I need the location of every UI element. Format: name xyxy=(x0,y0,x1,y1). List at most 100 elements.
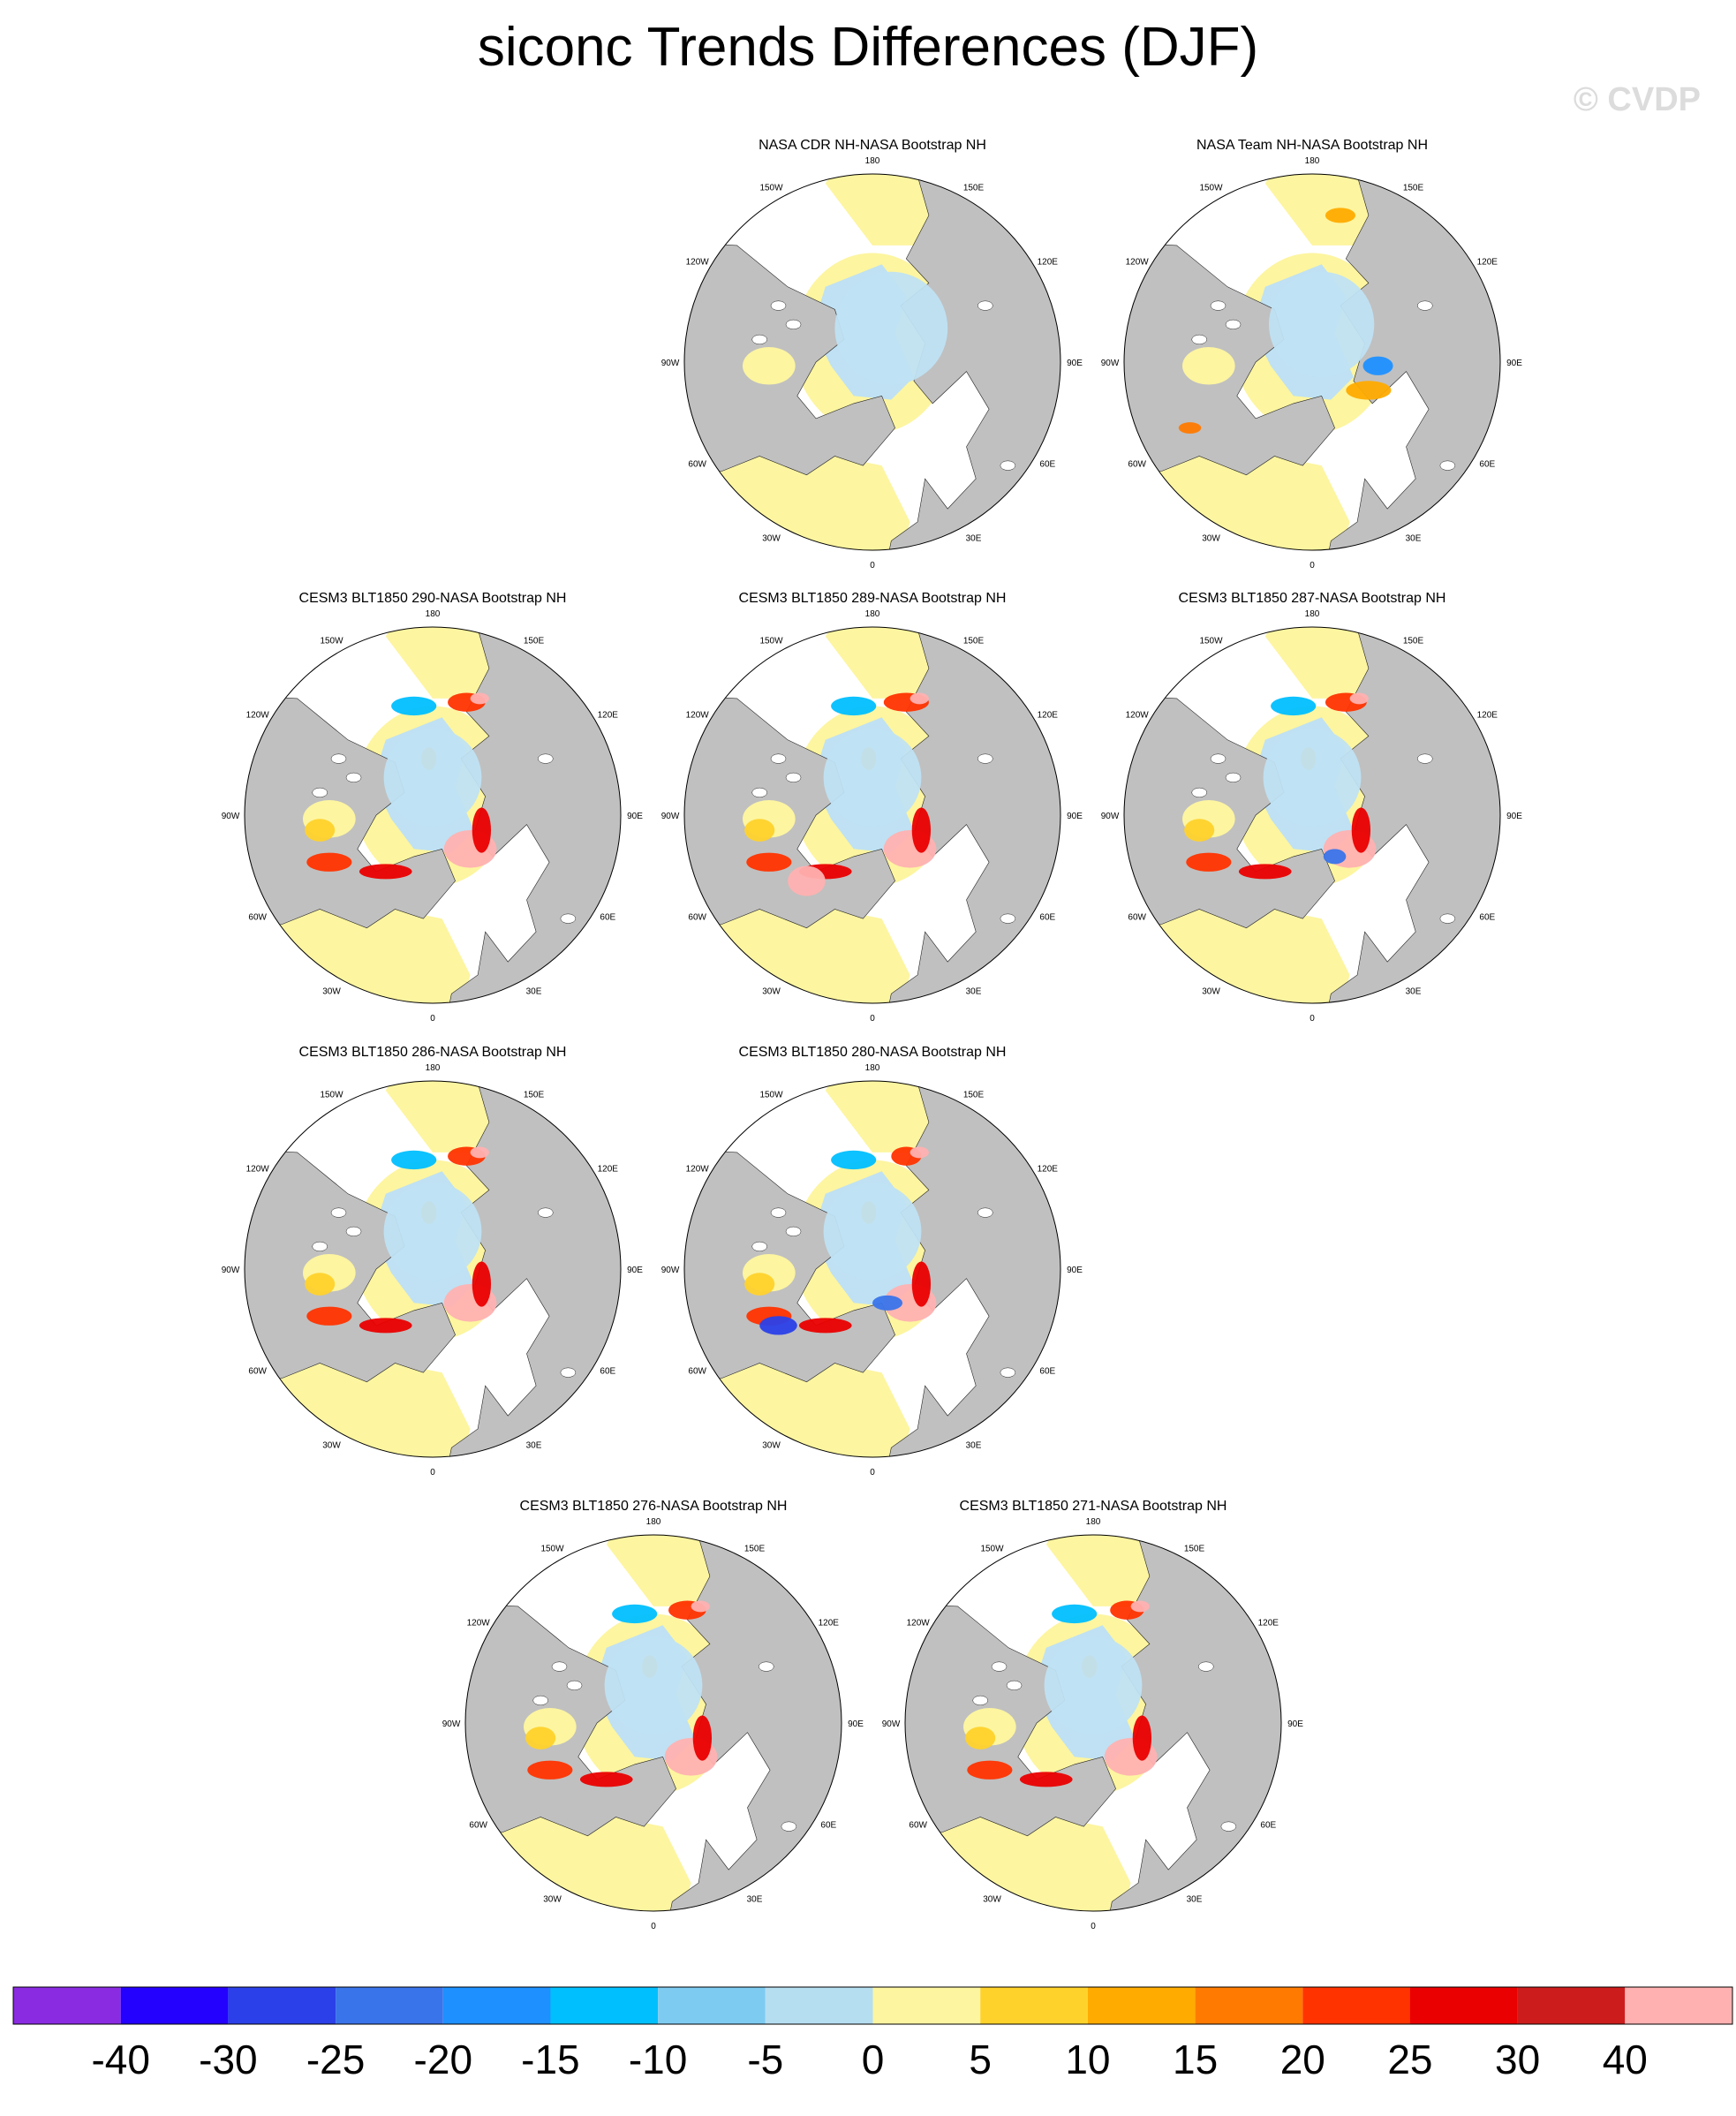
longitude-label: 180 xyxy=(865,1063,880,1073)
longitude-label: 60W xyxy=(688,913,706,923)
longitude-label: 150E xyxy=(1403,637,1424,646)
watermark: © CVDP xyxy=(1573,81,1701,118)
colorbar-swatch xyxy=(336,1987,443,2024)
map-body xyxy=(245,627,621,1003)
longitude-label: 120E xyxy=(1038,711,1059,721)
longitude-label: 120W xyxy=(467,1619,491,1629)
longitude-label: 90E xyxy=(1287,1719,1303,1729)
colorbar-label: 20 xyxy=(1280,2037,1325,2082)
longitude-label: 150E xyxy=(744,1545,766,1554)
longitude-label: 60W xyxy=(248,913,267,923)
longitude-label: 60E xyxy=(1039,1367,1055,1377)
colorbar-swatch xyxy=(442,1987,551,2024)
longitude-label: 150E xyxy=(524,1091,545,1100)
colorbar-swatch xyxy=(1625,1987,1732,2024)
longitude-label: 120E xyxy=(1477,711,1498,721)
longitude-label: 90E xyxy=(1067,812,1083,821)
longitude-label: 90W xyxy=(661,1266,680,1275)
longitude-label: 150E xyxy=(1184,1545,1205,1554)
longitude-label: 30W xyxy=(322,1440,341,1450)
longitude-label: 0 xyxy=(870,1014,875,1024)
longitude-label: 90E xyxy=(1506,359,1522,368)
map-panel: CESM3 BLT1850 289-NASA Bootstrap NH 180 15… xyxy=(661,591,1083,1024)
longitude-label: 150W xyxy=(759,1091,783,1100)
map-panel: CESM3 BLT1850 271-NASA Bootstrap NH 180 15… xyxy=(882,1499,1304,1931)
map-panel: CESM3 BLT1850 280-NASA Bootstrap NH 180 15… xyxy=(661,1045,1083,1477)
longitude-label: 150W xyxy=(1199,184,1223,193)
longitude-label: 90W xyxy=(442,1719,461,1729)
map-panel: NASA CDR NH-NASA Bootstrap NH 180 150E 120E… xyxy=(661,138,1083,571)
map-border xyxy=(683,173,1061,551)
longitude-label: 0 xyxy=(430,1014,435,1024)
longitude-label: 30W xyxy=(762,986,781,996)
map-panel: CESM3 BLT1850 290-NASA Bootstrap NH 180 15… xyxy=(222,591,644,1024)
longitude-label: 150E xyxy=(524,637,545,646)
map-border xyxy=(683,1080,1061,1458)
longitude-label: 60E xyxy=(820,1821,836,1831)
longitude-label: 90E xyxy=(627,1266,643,1275)
map-body xyxy=(684,1081,1060,1457)
colorbar-label: -20 xyxy=(414,2037,472,2082)
longitude-label: 120W xyxy=(246,1165,270,1175)
colorbar-swatch xyxy=(1087,1987,1196,2024)
map-body xyxy=(684,627,1060,1003)
longitude-label: 30W xyxy=(983,1894,1001,1904)
colorbar-swatch xyxy=(1409,1987,1518,2024)
longitude-label: 180 xyxy=(1305,609,1320,619)
longitude-label: 30E xyxy=(966,1440,982,1450)
longitude-label: 150E xyxy=(963,184,985,193)
longitude-label: 30E xyxy=(1187,1894,1203,1904)
colorbar-swatch xyxy=(980,1987,1088,2024)
longitude-label: 60E xyxy=(600,1367,615,1377)
colorbar-swatch xyxy=(1517,1987,1626,2024)
longitude-label: 90W xyxy=(661,812,680,821)
longitude-label: 90E xyxy=(848,1719,864,1729)
colorbar-label: 30 xyxy=(1495,2037,1540,2082)
map-panel: CESM3 BLT1850 287-NASA Bootstrap NH 180 15… xyxy=(1101,591,1523,1024)
colorbar-swatch xyxy=(1195,1987,1303,2024)
panel-title: CESM3 BLT1850 276-NASA Bootstrap NH xyxy=(520,1499,788,1514)
colorbar-swatch xyxy=(550,1987,659,2024)
longitude-label: 60W xyxy=(688,460,706,470)
longitude-label: 0 xyxy=(430,1468,435,1477)
longitude-label: 60W xyxy=(248,1367,267,1377)
longitude-label: 30E xyxy=(966,533,982,543)
map-panel: NASA Team NH-NASA Bootstrap NH 180 150E 120… xyxy=(1101,138,1523,571)
longitude-label: 120E xyxy=(598,711,619,721)
map-panel: CESM3 BLT1850 276-NASA Bootstrap NH 180 15… xyxy=(442,1499,864,1931)
colorbar-label: -10 xyxy=(629,2037,687,2082)
longitude-label: 120E xyxy=(1477,258,1498,268)
colorbar-label: 10 xyxy=(1065,2037,1110,2082)
longitude-label: 120W xyxy=(686,258,710,268)
panel-title: NASA CDR NH-NASA Bootstrap NH xyxy=(759,138,986,153)
longitude-label: 180 xyxy=(426,609,441,619)
longitude-label: 120E xyxy=(1038,1165,1059,1175)
longitude-label: 120E xyxy=(1258,1619,1279,1629)
longitude-label: 60W xyxy=(1128,460,1146,470)
longitude-label: 60W xyxy=(1128,913,1146,923)
longitude-label: 120W xyxy=(686,1165,710,1175)
map-border xyxy=(1123,626,1501,1004)
longitude-label: 90E xyxy=(1506,812,1522,821)
colorbar: -40 -30 -25 -20 -15 -10 -5 0 5 10 15 20 25 30 40 xyxy=(12,1986,1733,2082)
map-body xyxy=(905,1535,1281,1911)
colorbar-swatch xyxy=(120,1987,229,2024)
longitude-label: 0 xyxy=(651,1922,656,1931)
colorbar-swatch xyxy=(872,1987,981,2024)
longitude-label: 30E xyxy=(526,986,542,996)
map-border xyxy=(683,626,1061,1004)
longitude-label: 60W xyxy=(688,1367,706,1377)
panel-title: CESM3 BLT1850 287-NASA Bootstrap NH xyxy=(1179,591,1446,606)
longitude-label: 90W xyxy=(1101,359,1120,368)
longitude-label: 120W xyxy=(1126,711,1150,721)
panel-title: NASA Team NH-NASA Bootstrap NH xyxy=(1196,138,1428,153)
longitude-label: 60E xyxy=(1039,460,1055,470)
longitude-label: 180 xyxy=(1305,156,1320,166)
longitude-label: 150W xyxy=(540,1545,564,1554)
map-border xyxy=(244,626,622,1004)
longitude-label: 30W xyxy=(1202,533,1220,543)
longitude-label: 30E xyxy=(526,1440,542,1450)
longitude-label: 180 xyxy=(865,156,880,166)
panel-title: CESM3 BLT1850 280-NASA Bootstrap NH xyxy=(739,1045,1007,1060)
map-border xyxy=(464,1534,842,1912)
